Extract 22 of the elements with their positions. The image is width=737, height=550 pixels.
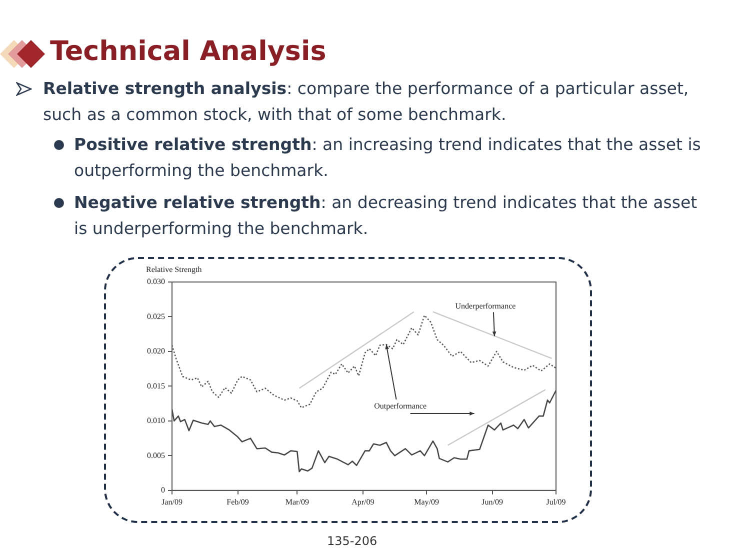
text: Negative relative strength: an decreasing trend indicates that the asset is underperforming the benchmark. (74, 193, 698, 238)
x-tick-label: May/09 (414, 497, 440, 506)
y-tick-label: 0.005 (147, 450, 165, 460)
chart-title: Technical Analysis (50, 36, 326, 67)
y-tick-label: 0.030 (147, 277, 165, 286)
annotation: Underperformance (455, 301, 516, 310)
y-tick-label: 0.020 (147, 346, 165, 356)
y-tick-label: 0.025 (147, 312, 165, 321)
text: 135-206 (327, 534, 378, 548)
y-tick-label: 0.015 (147, 381, 165, 390)
x-tick-label: Jan/09 (162, 497, 182, 506)
y-tick-label: 0.010 (147, 416, 165, 426)
text: Positive relative strength: an increasing trend indicates that the asset is outperforming the benchmark. (74, 135, 701, 180)
x-tick-label: Jul/09 (546, 497, 566, 506)
text: Relative strength analysis: compare the performance of a particular asset, such as a common stock, with that of some benchmark. (43, 79, 689, 124)
x-tick-label: Feb/09 (226, 497, 249, 506)
x-tick-label: Mar/09 (285, 497, 309, 506)
x-tick-label: Apr/09 (352, 497, 374, 506)
x-tick-label: Jun/09 (482, 497, 504, 506)
y-axis-title: Relative Strength (146, 265, 202, 274)
annotation: Outperformance (374, 402, 427, 411)
y-tick-label: 0 (161, 485, 165, 494)
